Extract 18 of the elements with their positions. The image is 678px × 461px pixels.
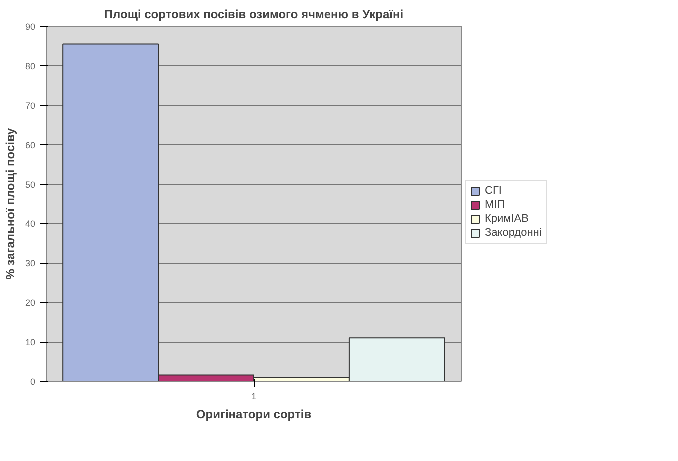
y-tick-label: 30 <box>25 258 36 269</box>
legend-label: МІП <box>485 199 506 211</box>
chart-title: Площі сортових посівів озимого ячменю в Україні <box>104 8 404 22</box>
x-axis-title: Оригінатори сортів <box>196 408 312 422</box>
y-tick-label: 20 <box>25 298 36 308</box>
y-tick-label: 50 <box>25 180 36 190</box>
legend-label: Закордонні <box>485 227 542 239</box>
y-tick-label: 10 <box>25 338 36 348</box>
y-tick-label: 60 <box>25 140 36 150</box>
y-tick-label: 70 <box>25 100 36 111</box>
x-tick-label: 1 <box>251 392 257 402</box>
y-tick-label: 40 <box>25 219 36 230</box>
legend-label: СГІ <box>485 185 503 197</box>
legend-label: КримІАВ <box>485 213 529 225</box>
y-tick-label: 80 <box>25 61 36 72</box>
y-tick-label: 90 <box>25 22 36 32</box>
y-axis-title: % загальної площі посіву <box>3 128 18 280</box>
y-tick-label: 0 <box>30 377 36 387</box>
